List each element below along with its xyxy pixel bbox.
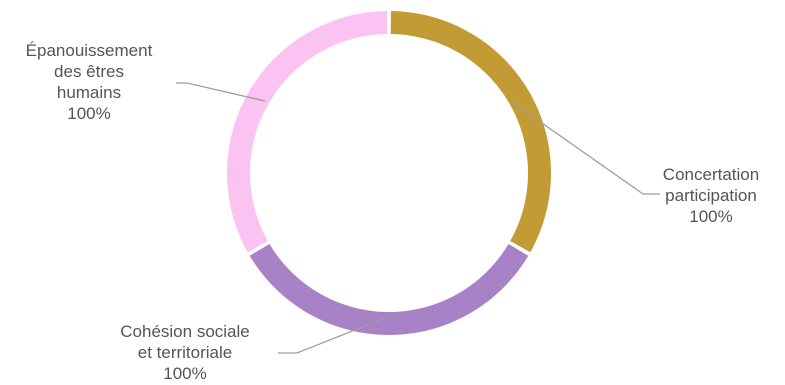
slice-value-label: 100%	[689, 207, 732, 226]
slice-label-3: Épanouissement des êtres humains 100%	[26, 41, 153, 123]
slice-name-line: et territoriale	[138, 343, 232, 362]
chart-labels: Concertation participation 100%Cohésion so…	[26, 41, 760, 383]
slice-value-label: 100%	[163, 364, 206, 383]
slice-label-1: Concertation participation 100%	[663, 165, 759, 226]
leader-line-2	[278, 315, 391, 354]
slice-name-line: participation	[665, 186, 757, 205]
slice-name-line: Épanouissement	[26, 41, 153, 60]
slice-label-2: Cohésion sociale et territoriale 100%	[120, 322, 249, 383]
chart-slices	[227, 11, 551, 335]
slice-name-line: Cohésion sociale	[120, 322, 249, 341]
donut-slice-1	[390, 11, 551, 253]
chart-leader-lines	[176, 82, 660, 354]
slice-name-line: Concertation	[663, 165, 759, 184]
donut-slice-3	[227, 11, 388, 253]
slice-value-label: 100%	[67, 104, 110, 123]
leader-line-1	[511, 101, 660, 195]
slice-name-line: humains	[57, 83, 121, 102]
leader-line-3	[176, 82, 266, 102]
donut-slice-2	[249, 243, 529, 335]
slice-name-line: des êtres	[54, 62, 124, 81]
